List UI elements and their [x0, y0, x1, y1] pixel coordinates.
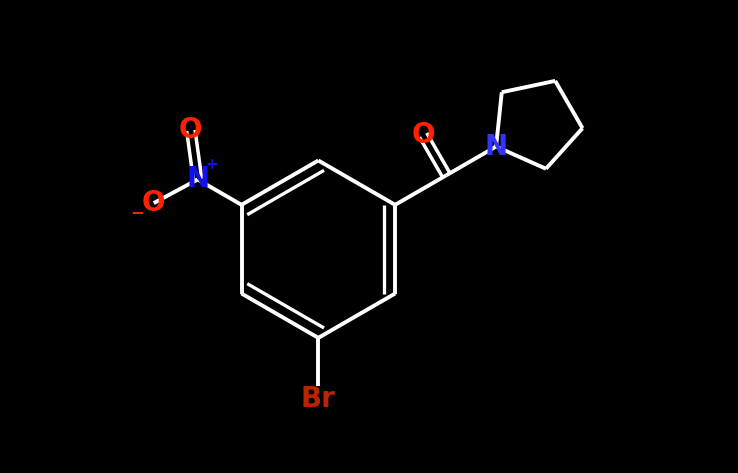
Text: O: O	[179, 116, 203, 144]
Text: +: +	[206, 157, 218, 172]
Text: O: O	[411, 121, 435, 149]
Text: O: O	[142, 189, 165, 217]
Text: Br: Br	[301, 385, 336, 412]
Text: −: −	[130, 202, 144, 220]
Text: N: N	[186, 166, 209, 193]
Text: N: N	[485, 132, 508, 160]
